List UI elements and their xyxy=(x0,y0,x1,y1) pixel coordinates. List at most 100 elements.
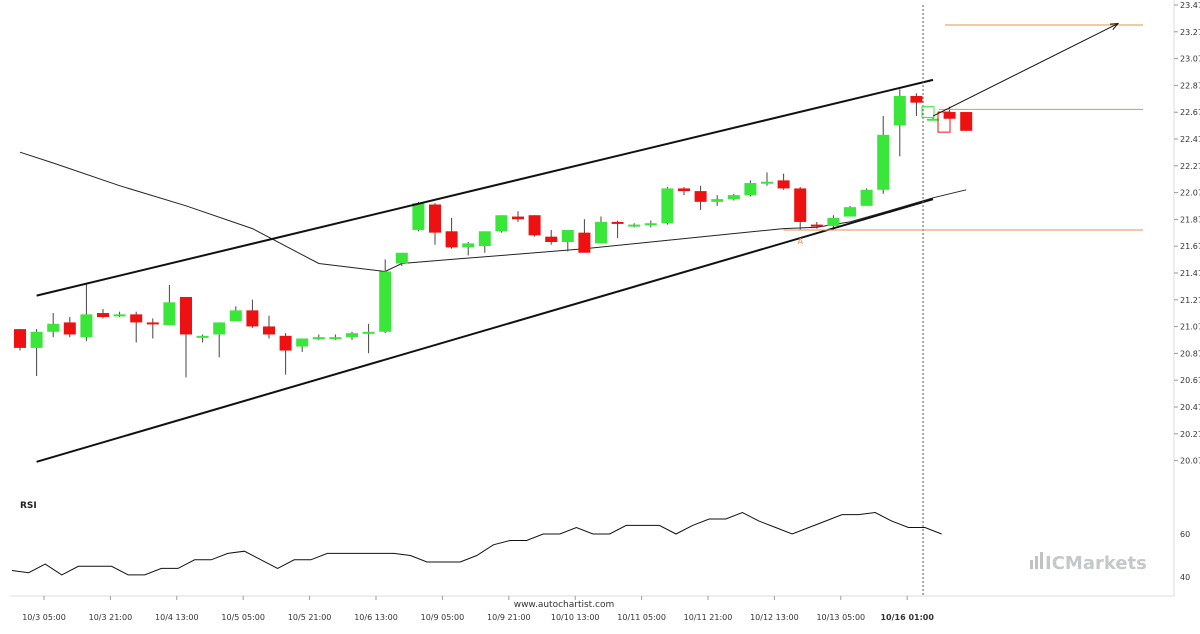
candle xyxy=(628,223,641,228)
candle xyxy=(644,220,657,228)
candle xyxy=(462,242,475,256)
candle-body xyxy=(263,326,275,335)
candle-body xyxy=(329,337,342,340)
candle xyxy=(279,333,292,375)
candle-body xyxy=(429,204,441,233)
candle-body xyxy=(893,95,906,126)
time-tick-label: 10/12 13:00 xyxy=(750,613,799,622)
candle-body xyxy=(810,224,823,227)
candle-body xyxy=(130,314,143,323)
branding: www.autochartist.com ICMarkets xyxy=(514,552,1147,610)
candle xyxy=(810,221,823,229)
candle-body xyxy=(528,215,541,236)
candle xyxy=(395,252,408,267)
trend-lines xyxy=(36,78,934,463)
candle-body xyxy=(495,215,508,232)
rsi-label: RSI xyxy=(20,501,37,511)
candle xyxy=(512,211,524,222)
time-tick-label: 10/11 05:00 xyxy=(617,613,666,622)
candle xyxy=(777,173,790,190)
candle-body xyxy=(445,231,458,248)
candle-body xyxy=(229,310,242,322)
candle-body xyxy=(63,322,76,335)
candle xyxy=(661,187,674,225)
time-tick-label: 10/5 21:00 xyxy=(288,613,332,622)
candle xyxy=(611,220,624,238)
watermark-url: www.autochartist.com xyxy=(514,600,615,610)
candle-body xyxy=(827,217,840,226)
candle xyxy=(794,187,807,230)
candle xyxy=(113,311,126,318)
candle xyxy=(561,229,574,252)
candle xyxy=(429,203,441,245)
candle-body xyxy=(213,322,226,335)
price-tick-label: 21.2788 xyxy=(1180,296,1200,305)
candle xyxy=(47,313,60,338)
brand-bar-icon xyxy=(1035,556,1038,569)
candle-body xyxy=(628,224,641,227)
candle xyxy=(694,185,707,210)
time-tick-label: 10/11 21:00 xyxy=(684,613,733,622)
candle xyxy=(844,205,856,217)
candle-body xyxy=(478,231,491,247)
time-tick-label: 10/9 05:00 xyxy=(421,613,465,622)
price-tick-label: 20.4788 xyxy=(1180,403,1200,412)
time-tick-label: 10/3 05:00 xyxy=(22,613,66,622)
candle xyxy=(229,306,242,322)
candle-body xyxy=(163,302,176,326)
candle xyxy=(30,329,43,377)
candle-body xyxy=(30,331,43,348)
time-tick-label: 10/16 01:00 xyxy=(880,613,934,622)
price-tick-label: 22.2788 xyxy=(1180,162,1200,171)
candle xyxy=(595,216,607,244)
time-tick-label: 10/10 13:00 xyxy=(551,613,600,622)
candle-body xyxy=(578,232,591,253)
candle-body xyxy=(611,221,624,224)
candle xyxy=(877,116,890,194)
rsi-panel: RSI 60 40 xyxy=(11,501,1190,582)
price-tick-label: 22.6788 xyxy=(1180,108,1200,117)
candle xyxy=(213,322,226,358)
candles xyxy=(14,89,973,378)
candle-body xyxy=(644,223,657,226)
candle xyxy=(146,318,159,339)
candle xyxy=(711,195,724,206)
candle-body xyxy=(279,335,292,351)
candle-body xyxy=(146,322,159,325)
upper-trend-line xyxy=(36,78,934,297)
candle xyxy=(296,338,309,352)
candle-body xyxy=(711,199,724,202)
candle xyxy=(130,311,143,343)
time-tick-label: 10/13 05:00 xyxy=(816,613,865,622)
time-tick-label: 10/3 21:00 xyxy=(89,613,133,622)
candle-body xyxy=(960,112,973,131)
projection-arrowhead-icon xyxy=(1109,23,1120,31)
price-tick-label: 21.4788 xyxy=(1180,269,1200,278)
lower-trend-line xyxy=(36,198,934,463)
candle-body xyxy=(246,310,259,327)
candle-body xyxy=(395,252,408,264)
candle-body xyxy=(595,221,607,244)
candle xyxy=(80,283,93,342)
time-tick-label: 10/5 05:00 xyxy=(221,613,265,622)
price-tick-label: 23.4788 xyxy=(1180,1,1200,10)
candle xyxy=(578,219,591,253)
projected-bull-candle xyxy=(921,106,935,118)
candle-body xyxy=(196,335,209,338)
brand-bar-icon xyxy=(1040,552,1043,569)
candle-body xyxy=(794,188,807,222)
pattern-point-label: A xyxy=(797,237,803,246)
candle-body xyxy=(678,188,690,192)
price-tick-label: 21.0788 xyxy=(1180,323,1200,332)
candle xyxy=(246,299,259,328)
candle xyxy=(263,315,275,339)
candle xyxy=(14,329,26,351)
candle-body xyxy=(47,323,60,332)
candle xyxy=(960,112,973,131)
candle-body xyxy=(362,331,375,334)
candle xyxy=(163,284,176,326)
candle xyxy=(678,187,690,196)
candle-body xyxy=(412,203,425,230)
time-tick-label: 10/4 13:00 xyxy=(155,613,199,622)
candle-body xyxy=(860,189,873,206)
